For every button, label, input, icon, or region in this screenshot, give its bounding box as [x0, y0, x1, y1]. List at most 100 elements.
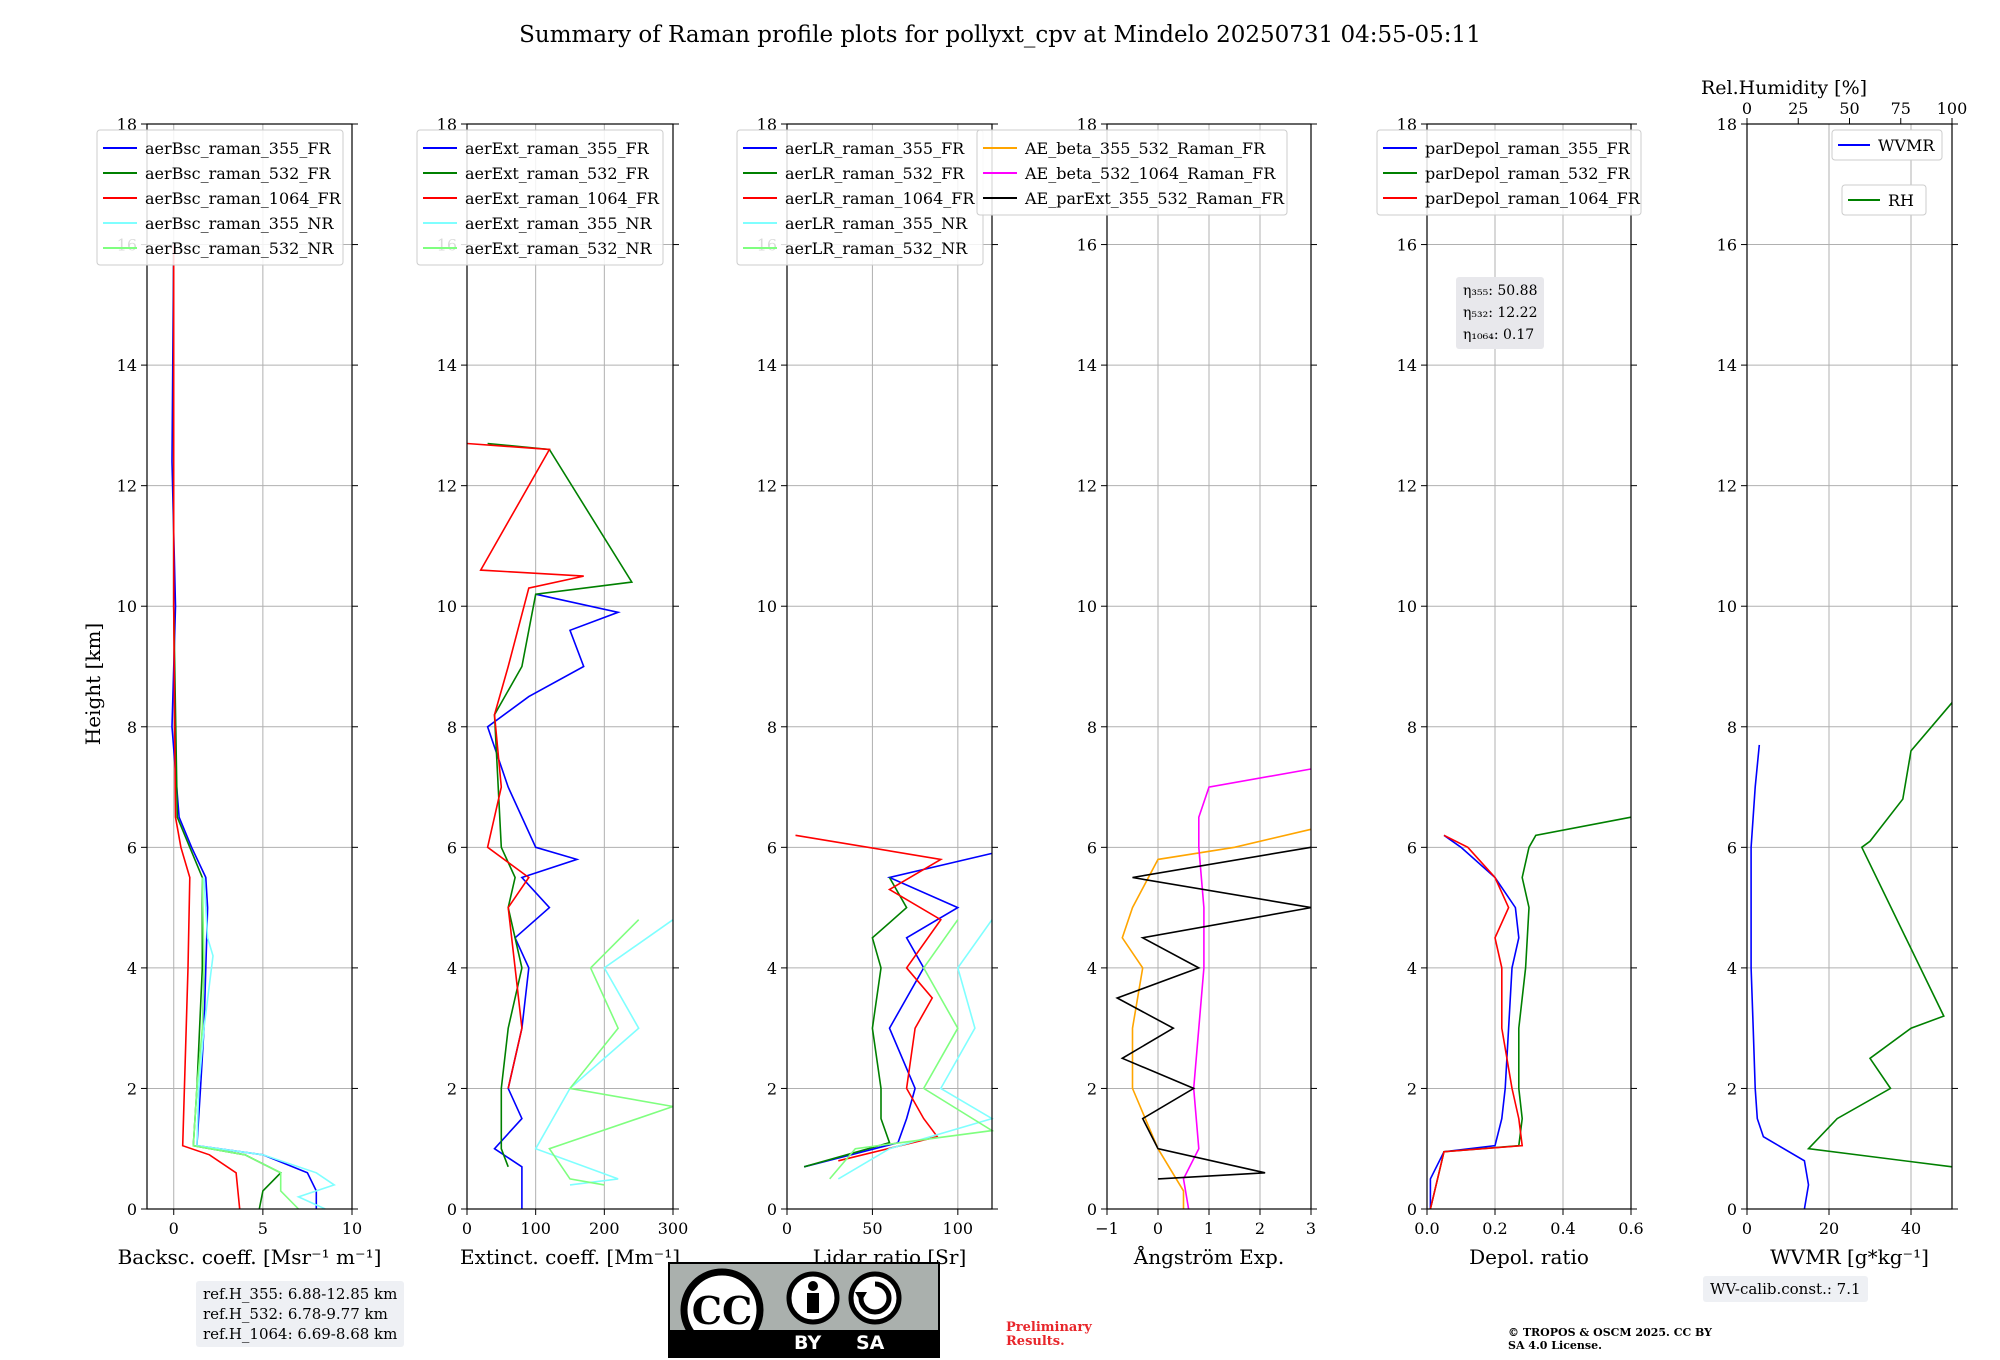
y-tick-label: 14: [437, 356, 457, 375]
eta-1064: η₁₀₆₄: 0.17: [1463, 327, 1535, 343]
cc-license-badge: CC BY SA: [668, 1262, 940, 1358]
legend-label: AE_parExt_355_532_Raman_FR: [1024, 189, 1285, 208]
y-tick-label: 14: [1717, 356, 1737, 375]
legend-label: parDepol_raman_532_FR: [1425, 164, 1631, 183]
legend-label: aerLR_raman_532_NR: [785, 239, 968, 258]
y-tick-label: 6: [1087, 838, 1097, 857]
legend: aerExt_raman_355_FR aerExt_raman_532_FRae…: [416, 129, 664, 266]
x-tick-label: 0.6: [1618, 1219, 1643, 1238]
y-tick-label: 8: [447, 718, 457, 737]
legend-label: aerLR_raman_532_FR: [785, 164, 965, 183]
x-axis-label: Depol. ratio: [1469, 1245, 1589, 1269]
panel-3: 050100024681012141618Lidar ratio [Sr]aer…: [736, 115, 998, 1269]
y-tick-label: 6: [1407, 838, 1417, 857]
axes-frame: [786, 123, 993, 1210]
legend-box: [976, 129, 1288, 216]
y-tick-label: 18: [1717, 115, 1737, 134]
x-tick-label: 0: [462, 1219, 472, 1238]
copyright-note: © TROPOS & OSCM 2025. CC BY SA 4.0 Licen…: [1508, 1326, 1712, 1352]
x-tick-label: 0.0: [1414, 1219, 1439, 1238]
y-tick-label: 16: [1077, 236, 1097, 255]
y-tick-label: 8: [127, 718, 137, 737]
series-line-wvmr: [1750, 744, 1810, 1210]
panel-1: 0510024681012141618Backsc. coeff. [Msr⁻¹…: [96, 115, 382, 1269]
y-tick-label: 4: [447, 959, 457, 978]
x-tick-label: 3: [1306, 1219, 1316, 1238]
axes-frame: [1746, 123, 1953, 1210]
cc-text: CC: [692, 1288, 753, 1333]
y-tick-label: 2: [447, 1079, 457, 1098]
legend-label: RH: [1888, 191, 1914, 210]
y-tick-label: 18: [1397, 115, 1417, 134]
x-tick-label: 0.4: [1550, 1219, 1575, 1238]
x-tick-label: 0: [1153, 1219, 1163, 1238]
figure-title: Summary of Raman profile plots for polly…: [519, 22, 1481, 48]
y-tick-label: 0: [1407, 1200, 1417, 1219]
legend-box: [1376, 129, 1642, 216]
y-tick-label: 8: [1727, 718, 1737, 737]
x-tick-label: 2: [1255, 1219, 1265, 1238]
legend-label: aerBsc_raman_355_NR: [145, 214, 334, 233]
preliminary-results-note: Preliminary Results.: [1006, 1320, 1092, 1349]
legend-label: aerBsc_raman_355_FR: [145, 139, 331, 158]
x-tick-label: 20: [1819, 1219, 1839, 1238]
series-line-aerlr-raman-1064-fr: [795, 834, 944, 1162]
x-tick-label: 1: [1204, 1219, 1214, 1238]
x-axis-label: WVMR [g*kg⁻¹]: [1770, 1245, 1929, 1269]
y-tick-label: 6: [127, 838, 137, 857]
y-tick-label: 6: [447, 838, 457, 857]
x-tick-label: 0: [1742, 1219, 1752, 1238]
legend-label: WVMR: [1878, 136, 1935, 155]
panel-2: 0100200300024681012141618Extinct. coeff.…: [416, 115, 688, 1269]
legend: AE_beta_355_532_Raman_FR AE_beta_532_1064…: [976, 129, 1288, 216]
x-tick-label: 50: [862, 1219, 882, 1238]
y-tick-label: 8: [1407, 718, 1417, 737]
ref-height-box: ref.H_355: 6.88-12.85 km ref.H_532: 6.78…: [196, 1281, 405, 1347]
y-tick-label: 16: [1717, 236, 1737, 255]
legend-label: aerExt_raman_532_FR: [465, 164, 650, 183]
series-line-aerext-raman-1064-fr: [466, 442, 584, 1089]
y-tick-label: 10: [117, 597, 137, 616]
x-tick-label: 0: [782, 1219, 792, 1238]
y-tick-label: 16: [1397, 236, 1417, 255]
x-tick-label: 200: [589, 1219, 620, 1238]
panel-6: 0 20 40 0 2 4 6 8 10 12 14 16 18 WVMR [g*kg⁻¹] 0 25 50 75…: [1717, 99, 1968, 1269]
series-line-aerbsc-raman-532-nr: [192, 877, 300, 1210]
y-tick-label: 18: [757, 115, 777, 134]
x-tick-label: 0.2: [1482, 1219, 1507, 1238]
legend: RH: [1841, 184, 1927, 216]
x-axis-label: Backsc. coeff. [Msr⁻¹ m⁻¹]: [118, 1245, 382, 1269]
y-tick-label: 2: [1727, 1079, 1737, 1098]
legend: aerBsc_raman_355_FR aerBsc_raman_532_FRae…: [96, 129, 344, 266]
series-line-aerlr-raman-355-fr: [803, 852, 993, 1168]
y-tick-label: 4: [1727, 959, 1737, 978]
legend-label: aerLR_raman_355_FR: [785, 139, 965, 158]
x-tick-label: −1: [1095, 1219, 1119, 1238]
y-tick-label: 0: [127, 1200, 137, 1219]
x-tick-label: 40: [1901, 1219, 1921, 1238]
series-line-aerbsc-raman-355-nr: [196, 877, 336, 1210]
y-tick-label: 2: [127, 1079, 137, 1098]
panel-5: 0.0 0.2 0.4 0.6 0 2 4 6 8 10 12 14 16 18 Depol. ratio p…: [1376, 115, 1644, 1269]
rh-tick-label: 25: [1788, 99, 1808, 118]
axes-frame: [466, 123, 674, 1210]
x-tick-label: 100: [520, 1219, 551, 1238]
depol-eta-box: η₃₅₅: 50.88 η₅₃₂: 12.22 η₁₀₆₄: 0.17: [1456, 277, 1545, 349]
legend-label: aerExt_raman_1064_FR: [465, 189, 660, 208]
series-line-aerbsc-raman-532-fr: [172, 244, 283, 1210]
series-line-ae-parext-355-532-raman-fr: [1115, 846, 1312, 1180]
y-tick-label: 0: [767, 1200, 777, 1219]
y-tick-label: 14: [1397, 356, 1417, 375]
legend-box: [1841, 184, 1927, 216]
y-tick-label: 2: [1087, 1079, 1097, 1098]
legend: WVMR: [1831, 129, 1943, 161]
x-tick-label: 100: [943, 1219, 974, 1238]
y-tick-label: 0: [1727, 1200, 1737, 1219]
y-tick-label: 4: [127, 959, 137, 978]
cc-logo-icon: CC: [680, 1268, 902, 1352]
legend-label: aerExt_raman_355_FR: [465, 139, 650, 158]
y-tick-label: 12: [437, 477, 457, 496]
legend-box: [416, 129, 664, 266]
y-tick-label: 12: [117, 477, 137, 496]
